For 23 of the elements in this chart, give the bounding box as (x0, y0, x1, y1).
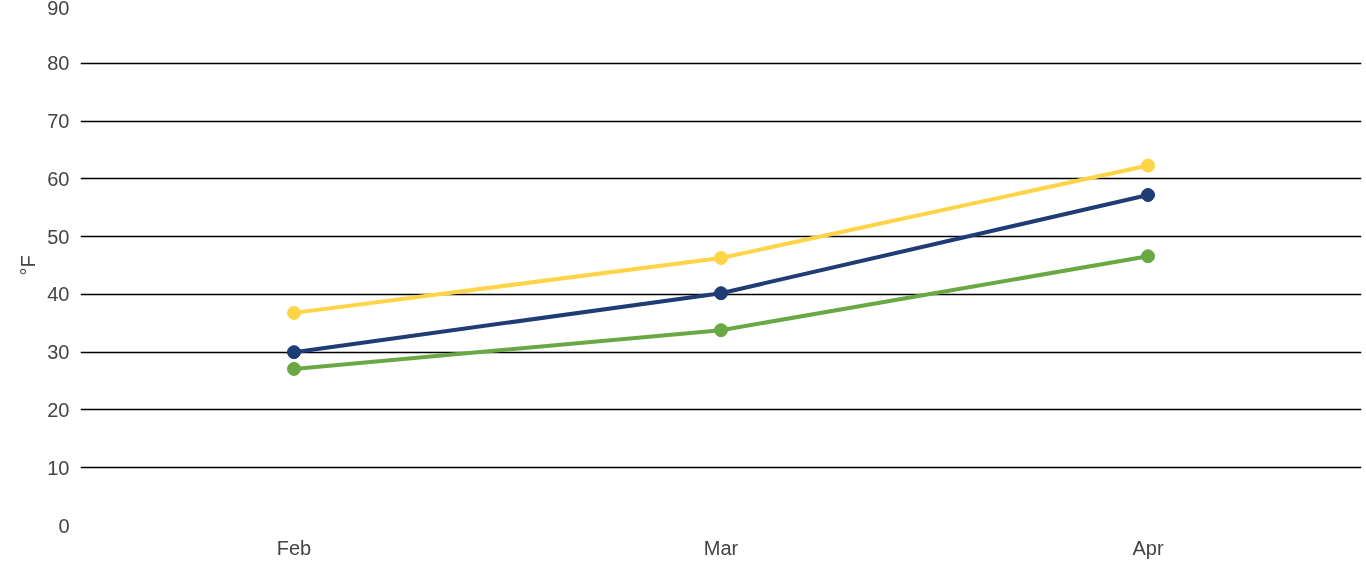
y-tick-label: 80 (47, 52, 70, 75)
point (1141, 188, 1155, 202)
x-tick-label: Feb (276, 536, 312, 559)
point (287, 345, 301, 360)
y-tick-label: 40 (47, 283, 70, 306)
point (714, 286, 728, 301)
point (1141, 158, 1155, 173)
point (1141, 249, 1155, 264)
point (287, 361, 301, 376)
y-tick-label: 60 (47, 167, 70, 190)
y-tick-label: 50 (47, 225, 70, 248)
y-tick-label: 70 (47, 110, 70, 133)
y-tick-label: 10 (47, 456, 70, 479)
y-tick-label: 30 (47, 341, 70, 364)
point (714, 251, 728, 265)
x-tick-label: Apr (1132, 536, 1164, 559)
point (287, 305, 301, 320)
y-tick-label: 20 (47, 398, 70, 421)
y-axis-title: °F (17, 255, 40, 276)
y-tick-label: 0 (58, 514, 70, 537)
x-tick-label: Mar (703, 536, 739, 559)
y-tick-label: 90 (47, 0, 70, 19)
point (714, 323, 728, 338)
